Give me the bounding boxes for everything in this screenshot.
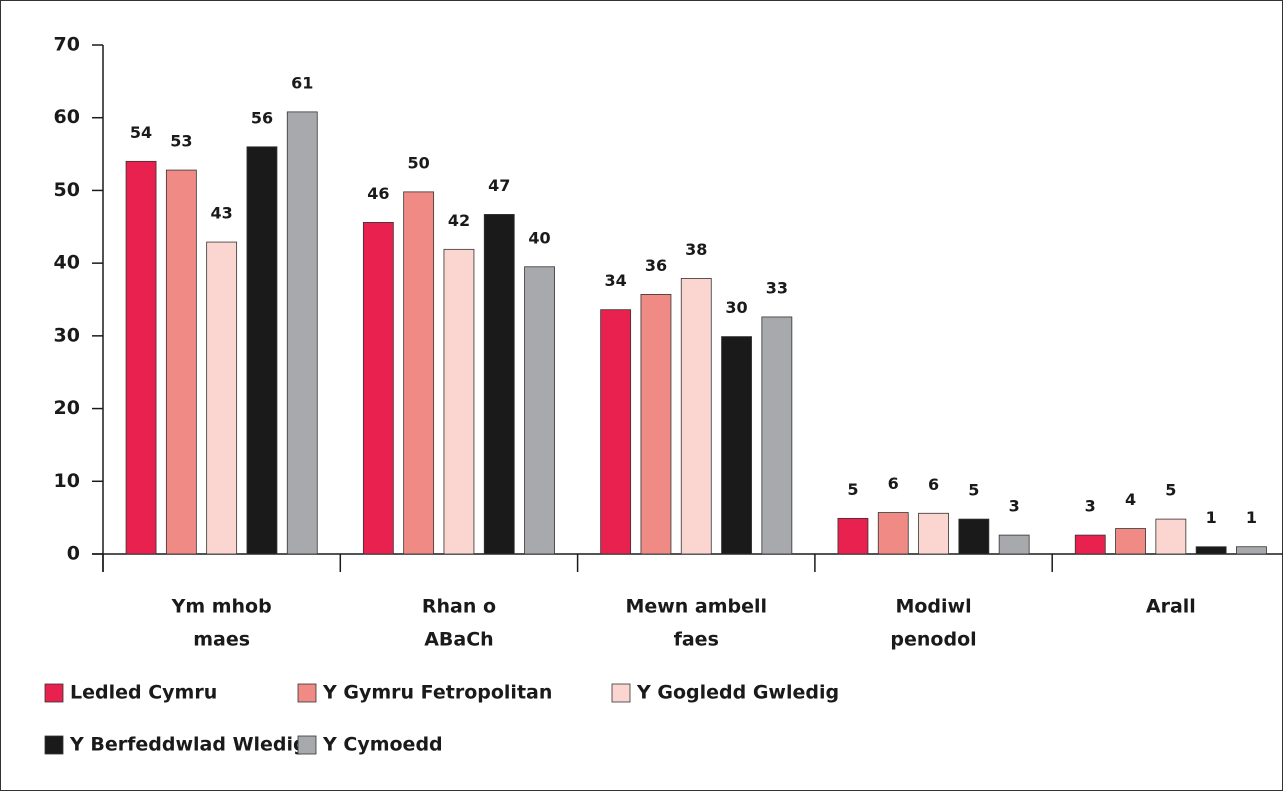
- data-label: 47: [488, 176, 510, 195]
- bar: [362, 222, 394, 555]
- data-label: 1: [1206, 508, 1217, 527]
- bar: [206, 241, 238, 555]
- bar: [958, 518, 990, 555]
- y-tick-label: 0: [67, 543, 80, 565]
- legend-swatch: [44, 735, 64, 755]
- data-label: 4: [1125, 490, 1136, 509]
- data-label: 36: [645, 256, 667, 275]
- bar: [998, 534, 1030, 555]
- data-label: 54: [130, 123, 152, 142]
- bar: [403, 191, 435, 555]
- data-label: 30: [725, 298, 747, 317]
- legend-label: Y Berfeddwlad Wledig: [69, 734, 307, 756]
- bar: [286, 111, 318, 555]
- y-tick-label: 60: [54, 106, 80, 128]
- x-tick-label: faes: [674, 629, 719, 651]
- legend-swatch: [297, 735, 317, 755]
- bar: [1115, 528, 1146, 555]
- data-label: 50: [408, 153, 430, 172]
- bar: [524, 266, 555, 555]
- y-tick-label: 20: [54, 397, 80, 419]
- bar: [1074, 534, 1106, 555]
- bar: [125, 160, 157, 555]
- data-label: 33: [766, 278, 788, 297]
- bar: [1195, 546, 1227, 555]
- legend-swatch: [297, 683, 317, 703]
- x-tick-label: ABaCh: [424, 629, 493, 651]
- bar: [680, 278, 712, 555]
- legend-swatch: [611, 683, 631, 703]
- bar: [600, 309, 632, 555]
- data-label: 5: [968, 481, 979, 500]
- data-label: 61: [291, 73, 313, 92]
- bar: [1236, 546, 1267, 555]
- y-tick-label: 70: [54, 34, 80, 56]
- legend-label: Y Gogledd Gwledig: [636, 682, 839, 704]
- x-tick-label: Arall: [1146, 596, 1196, 618]
- bar: [918, 512, 949, 555]
- y-tick-label: 40: [54, 252, 80, 274]
- bar: [721, 336, 752, 555]
- legend-label: Y Gymru Fetropolitan: [322, 682, 552, 704]
- bar: [761, 316, 793, 555]
- x-tick-label: Ym mhob: [171, 596, 272, 618]
- x-tick-label: maes: [193, 629, 250, 651]
- data-label: 38: [685, 240, 707, 259]
- bar: [165, 169, 197, 555]
- data-label: 42: [448, 211, 470, 230]
- data-label: 3: [1009, 497, 1020, 516]
- bar: [443, 248, 475, 555]
- bar: [483, 214, 515, 555]
- x-tick-label: penodol: [890, 629, 976, 651]
- data-label: 5: [847, 480, 858, 499]
- data-label: 6: [928, 475, 939, 494]
- data-label: 40: [528, 228, 550, 247]
- data-label: 56: [251, 108, 273, 127]
- data-label: 53: [170, 132, 192, 151]
- data-label: 43: [211, 204, 233, 223]
- x-tick-label: Rhan o: [422, 596, 496, 618]
- x-tick-label: Mewn ambell: [625, 596, 767, 618]
- data-label: 46: [367, 184, 389, 203]
- data-label: 3: [1085, 497, 1096, 516]
- legend-swatch: [44, 683, 64, 703]
- bar: [837, 517, 869, 555]
- data-label: 5: [1165, 481, 1176, 500]
- bar: [877, 512, 909, 555]
- y-tick-label: 30: [54, 324, 80, 346]
- bar: [640, 294, 672, 555]
- bar: [1155, 518, 1187, 555]
- y-tick-label: 50: [54, 179, 80, 201]
- legend-label: Ledled Cymru: [70, 682, 217, 704]
- y-tick-label: 10: [54, 470, 80, 492]
- legend-label: Y Cymoedd: [322, 734, 443, 756]
- data-label: 34: [605, 271, 627, 290]
- data-label: 1: [1246, 508, 1257, 527]
- x-tick-label: Modiwl: [895, 596, 971, 618]
- data-label: 6: [888, 474, 899, 493]
- bar: [246, 146, 278, 555]
